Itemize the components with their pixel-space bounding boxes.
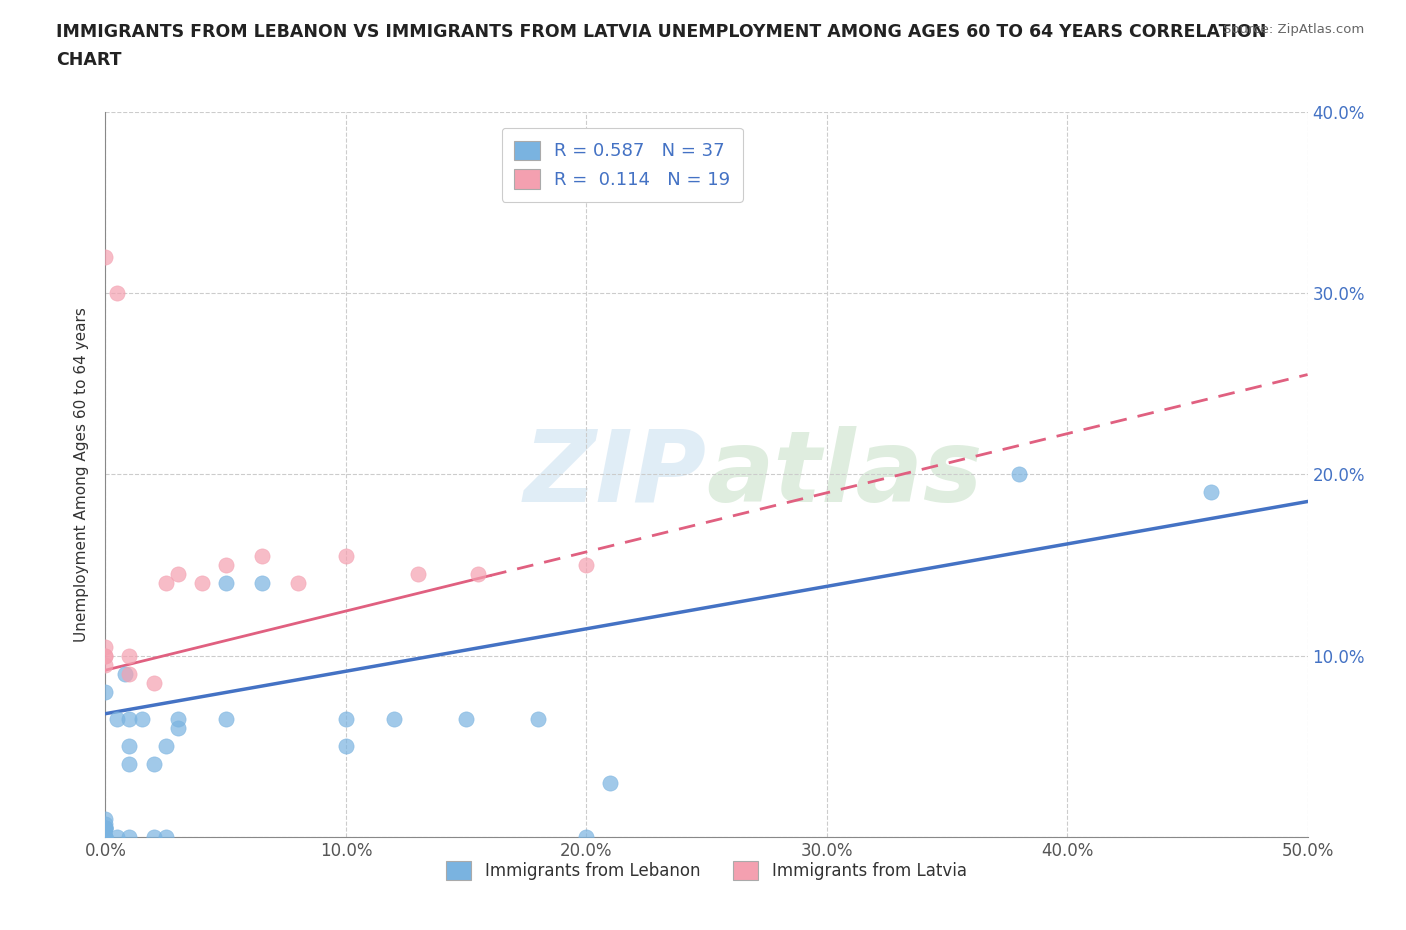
Point: [118, 830, 141, 844]
Point: [94, 658, 117, 672]
Point: [142, 675, 165, 690]
Point: [118, 738, 141, 753]
Point: [527, 711, 550, 726]
Point: [94, 820, 117, 835]
Point: [214, 711, 236, 726]
Point: [131, 711, 153, 726]
Point: [94, 820, 117, 835]
Point: [94, 830, 117, 844]
Point: [287, 576, 309, 591]
Point: [599, 776, 621, 790]
Point: [1201, 485, 1223, 500]
Point: [142, 757, 165, 772]
Point: [467, 566, 489, 581]
Point: [155, 830, 177, 844]
Text: atlas: atlas: [707, 426, 983, 523]
Point: [118, 648, 141, 663]
Point: [335, 549, 357, 564]
Point: [1008, 467, 1031, 482]
Point: [114, 667, 136, 682]
Point: [94, 811, 117, 827]
Point: [118, 711, 141, 726]
Text: CHART: CHART: [56, 51, 122, 69]
Point: [190, 576, 212, 591]
Point: [94, 249, 117, 264]
Point: [155, 576, 177, 591]
Point: [94, 817, 117, 831]
Text: Source: ZipAtlas.com: Source: ZipAtlas.com: [1223, 23, 1364, 36]
Point: [166, 721, 188, 736]
Point: [214, 576, 236, 591]
Point: [335, 738, 357, 753]
Point: [94, 639, 117, 654]
Point: [335, 711, 357, 726]
Point: [94, 830, 117, 844]
Point: [214, 558, 236, 573]
Point: [250, 549, 273, 564]
Point: [406, 566, 429, 581]
Point: [575, 830, 598, 844]
Text: IMMIGRANTS FROM LEBANON VS IMMIGRANTS FROM LATVIA UNEMPLOYMENT AMONG AGES 60 TO : IMMIGRANTS FROM LEBANON VS IMMIGRANTS FR…: [56, 23, 1267, 41]
Point: [142, 830, 165, 844]
Text: ZIP: ZIP: [523, 426, 707, 523]
Point: [107, 286, 129, 300]
Point: [456, 711, 478, 726]
Point: [94, 648, 117, 663]
Point: [94, 648, 117, 663]
Point: [118, 757, 141, 772]
Y-axis label: Unemployment Among Ages 60 to 64 years: Unemployment Among Ages 60 to 64 years: [75, 307, 90, 642]
Point: [155, 738, 177, 753]
Point: [107, 830, 129, 844]
Point: [94, 820, 117, 835]
Point: [166, 711, 188, 726]
Point: [382, 711, 405, 726]
Point: [575, 558, 598, 573]
Point: [94, 820, 117, 835]
Point: [107, 711, 129, 726]
Point: [94, 830, 117, 844]
Legend: Immigrants from Lebanon, Immigrants from Latvia: Immigrants from Lebanon, Immigrants from…: [440, 855, 973, 886]
Point: [166, 566, 188, 581]
Point: [118, 667, 141, 682]
Point: [94, 830, 117, 844]
Point: [94, 684, 117, 699]
Point: [250, 576, 273, 591]
